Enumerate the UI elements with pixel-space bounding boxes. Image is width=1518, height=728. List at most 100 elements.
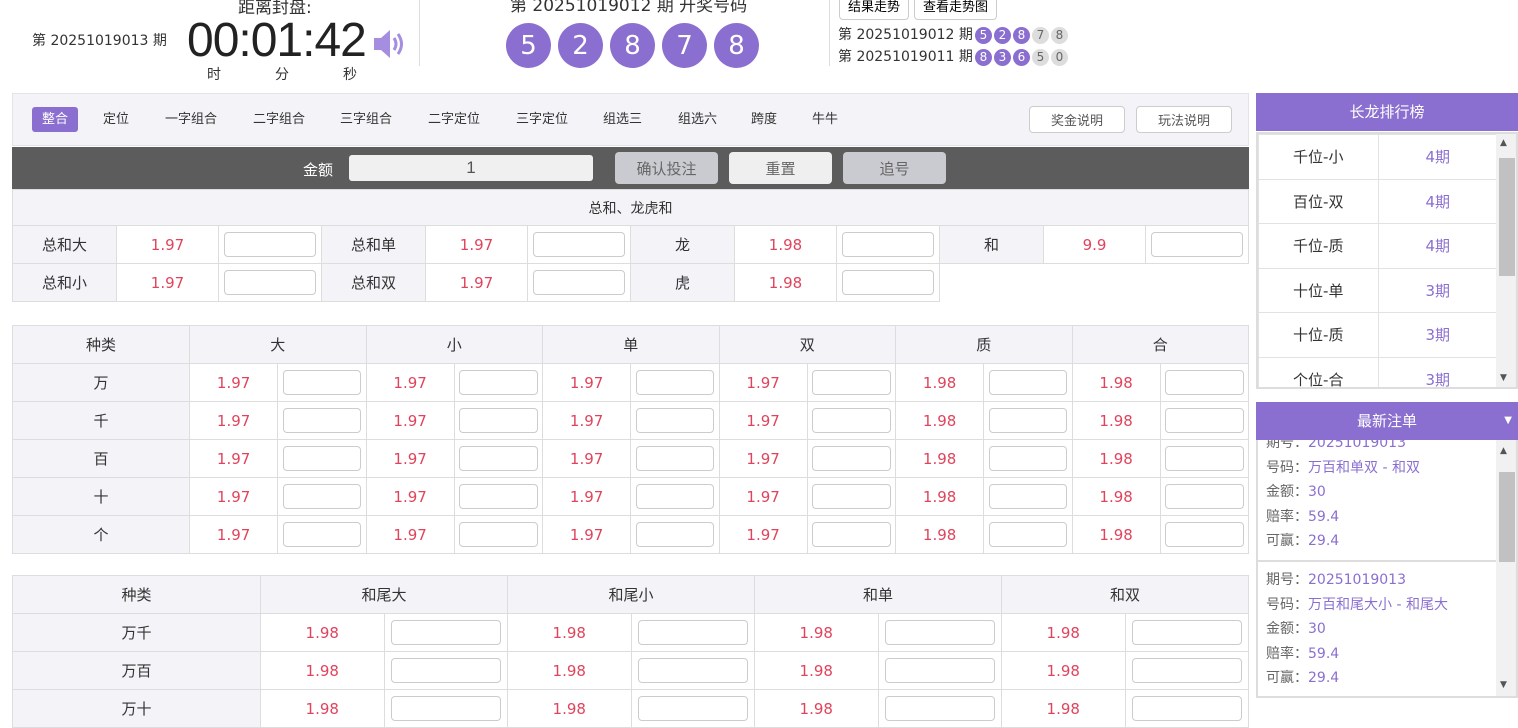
odds: 1.98 <box>894 515 985 554</box>
reset-button[interactable]: 重置 <box>729 152 832 184</box>
bet-amount-input[interactable] <box>390 658 501 683</box>
column-header: 小 <box>365 325 543 364</box>
odds: 1.97 <box>718 477 808 516</box>
scroll-up-icon[interactable]: ▲ <box>1500 138 1507 148</box>
rules-button[interactable]: 玩法说明 <box>1136 106 1232 133</box>
bet-amount-input[interactable] <box>842 232 934 257</box>
bet-label: 总和大 <box>12 225 117 264</box>
speaker-icon[interactable] <box>372 28 408 64</box>
tab-0[interactable]: 整合 <box>32 107 79 132</box>
prize-info-button[interactable]: 奖金说明 <box>1029 106 1125 133</box>
bet-amount-input[interactable] <box>637 658 748 683</box>
bet-amount-input[interactable] <box>459 370 538 395</box>
bet-amount-input[interactable] <box>812 484 891 509</box>
tab-10[interactable]: 牛牛 <box>812 112 839 127</box>
tab-8[interactable]: 组选六 <box>678 112 718 127</box>
dragon-count: 4期 <box>1377 178 1498 224</box>
result-trend-button[interactable]: 结果走势 <box>839 0 910 20</box>
bet-amount-input[interactable] <box>637 696 748 721</box>
tab-6[interactable]: 三字定位 <box>516 112 569 127</box>
draw-ball: 5 <box>506 23 551 68</box>
tab-9[interactable]: 跨度 <box>751 112 778 127</box>
scroll-up-icon[interactable]: ▲ <box>1500 446 1507 456</box>
section-title: 总和、龙虎和 <box>11 189 1250 226</box>
order-field-value: 30 <box>1308 621 1326 638</box>
bet-amount-input[interactable] <box>224 232 316 257</box>
bet-amount-input[interactable] <box>459 522 538 547</box>
bet-amount-input[interactable] <box>459 484 538 509</box>
tab-7[interactable]: 组选三 <box>603 112 643 127</box>
bet-amount-input[interactable] <box>282 446 362 471</box>
bet-amount-input[interactable] <box>842 270 934 295</box>
bet-amount-input[interactable] <box>390 696 501 721</box>
bet-amount-input[interactable] <box>390 620 501 645</box>
bet-amount-input[interactable] <box>1165 408 1244 433</box>
bet-amount-input[interactable] <box>637 620 748 645</box>
long-dragon-item: 千位-小 4期 <box>1258 134 1498 180</box>
scroll-thumb[interactable] <box>1499 158 1515 276</box>
bet-amount-input[interactable] <box>988 446 1068 471</box>
bet-amount-input[interactable] <box>812 370 891 395</box>
column-header: 种类 <box>12 575 261 614</box>
bet-amount-input[interactable] <box>988 522 1068 547</box>
bet-amount-input[interactable] <box>282 522 362 547</box>
bet-amount-input[interactable] <box>635 446 715 471</box>
view-trend-chart-button[interactable]: 查看走势图 <box>914 0 998 20</box>
bet-amount-input[interactable] <box>884 658 995 683</box>
bet-amount-input[interactable] <box>533 232 625 257</box>
bet-amount-input[interactable] <box>812 522 891 547</box>
bet-amount-input[interactable] <box>635 370 715 395</box>
bet-amount-input[interactable] <box>635 522 715 547</box>
bet-amount-input[interactable] <box>282 370 362 395</box>
bet-amount-input[interactable] <box>884 620 995 645</box>
scroll-thumb[interactable] <box>1499 472 1515 562</box>
bet-amount-input[interactable] <box>1165 484 1244 509</box>
tab-5[interactable]: 二字定位 <box>428 112 481 127</box>
history-ball: 8 <box>974 48 992 66</box>
bet-amount-input[interactable] <box>635 484 715 509</box>
tab-1[interactable]: 定位 <box>103 112 130 127</box>
scrollbar[interactable]: ▲ ▼ <box>1496 440 1516 696</box>
bet-amount-input[interactable] <box>459 446 538 471</box>
bet-amount-input[interactable] <box>988 484 1068 509</box>
odds: 1.98 <box>1071 439 1161 478</box>
caret-down-icon[interactable]: ▼ <box>1504 415 1512 426</box>
bet-amount-input[interactable] <box>884 696 995 721</box>
tab-4[interactable]: 三字组合 <box>340 112 393 127</box>
bet-amount-input[interactable] <box>459 408 538 433</box>
bet-amount-input[interactable] <box>282 484 362 509</box>
odds: 1.97 <box>188 477 279 516</box>
confirm-bet-button[interactable]: 确认投注 <box>615 152 718 184</box>
bet-amount-input[interactable] <box>988 408 1068 433</box>
bet-amount-input[interactable] <box>1131 696 1242 721</box>
odds: 1.97 <box>425 263 528 302</box>
bet-amount-input[interactable] <box>812 408 891 433</box>
tab-3[interactable]: 二字组合 <box>253 112 306 127</box>
bet-amount-input[interactable] <box>1131 658 1242 683</box>
bet-amount-input[interactable] <box>282 408 362 433</box>
bet-amount-input[interactable] <box>224 270 316 295</box>
tab-2[interactable]: 一字组合 <box>165 112 218 127</box>
scroll-down-icon[interactable]: ▼ <box>1500 373 1507 383</box>
column-header: 质 <box>895 325 1073 364</box>
odds: 1.98 <box>1071 477 1161 516</box>
scroll-down-icon[interactable]: ▼ <box>1500 680 1507 690</box>
chase-button[interactable]: 追号 <box>843 152 946 184</box>
bet-amount-input[interactable] <box>635 408 715 433</box>
divider <box>829 0 830 66</box>
long-dragon-item: 个位-合 3期 <box>1258 356 1498 387</box>
bet-amount-input[interactable] <box>533 270 625 295</box>
bet-amount-input[interactable] <box>1165 370 1244 395</box>
scrollbar[interactable]: ▲ ▼ <box>1496 134 1516 387</box>
amount-input[interactable] <box>349 155 593 181</box>
bet-amount-input[interactable] <box>988 370 1068 395</box>
bet-amount-input[interactable] <box>812 446 891 471</box>
bet-amount-input[interactable] <box>1165 446 1244 471</box>
odds: 1.98 <box>1071 401 1161 440</box>
bet-amount-input[interactable] <box>1165 522 1244 547</box>
bet-amount-input[interactable] <box>1131 620 1242 645</box>
bet-amount-input[interactable] <box>1151 232 1243 257</box>
long-dragon-table: 千位-小 4期 百位-双 4期 千位-质 4期 十位-单 3期 十位-质 3期 个位-合 3期 <box>1258 134 1498 387</box>
